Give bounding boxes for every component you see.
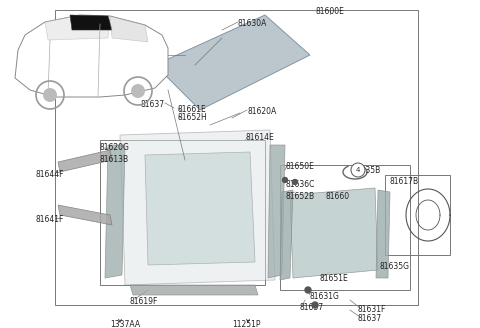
Polygon shape [58,150,112,172]
Bar [280,165,410,290]
Polygon shape [280,190,293,280]
Polygon shape [58,205,112,225]
Text: 81630A: 81630A [238,19,267,28]
Circle shape [312,302,318,308]
Circle shape [131,84,145,98]
Text: 81644F: 81644F [35,170,63,179]
Circle shape [283,177,288,182]
Text: 81620A: 81620A [247,107,276,116]
Polygon shape [105,145,125,278]
Text: 81637: 81637 [300,303,324,312]
Text: 81614E: 81614E [246,133,275,142]
Text: 81636C: 81636C [285,180,314,189]
Text: 81617B: 81617B [390,177,419,186]
Text: 1337AA: 1337AA [110,320,140,328]
Text: 4: 4 [356,167,360,173]
Polygon shape [15,15,168,97]
Text: 81600E: 81600E [315,7,345,16]
Text: 11251P: 11251P [232,320,261,328]
Text: 81650E: 81650E [285,162,314,171]
Text: 81637: 81637 [141,100,165,109]
Text: 81635G: 81635G [380,262,410,271]
Text: 81619F: 81619F [130,297,158,306]
Text: 81652B: 81652B [285,192,314,201]
Text: 81613B: 81613B [100,155,129,164]
Polygon shape [70,15,112,30]
Circle shape [305,287,311,293]
Text: 81620G: 81620G [100,143,130,152]
Bar [55,10,418,305]
Text: 81651E: 81651E [320,274,349,283]
Polygon shape [290,188,378,278]
Circle shape [351,163,365,177]
Text: 81660: 81660 [325,192,349,201]
Text: 81635B: 81635B [352,166,381,175]
Text: 81652H: 81652H [178,113,208,122]
Text: 81641F: 81641F [35,215,63,224]
Polygon shape [155,15,310,110]
Circle shape [43,88,57,102]
Polygon shape [376,190,390,278]
Text: 81661E: 81661E [178,105,207,114]
Bar [100,140,265,285]
Polygon shape [130,285,258,295]
Polygon shape [45,15,110,40]
Bar [385,175,450,255]
Text: 81637: 81637 [358,314,382,323]
Text: 81631F: 81631F [358,305,386,314]
Text: 81631G: 81631G [310,292,340,301]
Polygon shape [145,152,255,265]
Polygon shape [110,16,148,42]
Polygon shape [120,130,275,285]
Circle shape [292,179,298,184]
Polygon shape [268,145,285,278]
